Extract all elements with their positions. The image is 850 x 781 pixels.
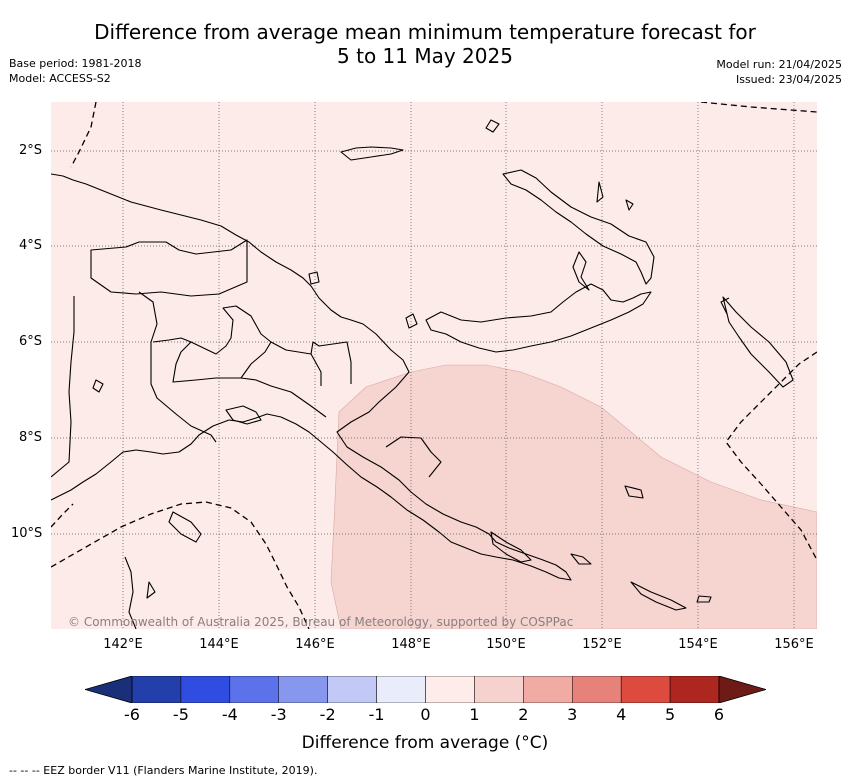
colorbar-cell xyxy=(425,676,475,703)
colorbar-tick-label: 6 xyxy=(713,705,725,724)
colorbar-cell xyxy=(229,676,279,703)
colorbar-cell xyxy=(523,676,573,703)
colorbar-tick-label: 3 xyxy=(567,705,578,724)
model-text: Model: ACCESS-S2 xyxy=(9,72,111,85)
colorbar-tick-label: 2 xyxy=(518,705,529,724)
lat-label-2s: 2°S xyxy=(19,143,43,158)
colorbar-tick-label: -3 xyxy=(270,705,287,724)
map-canvas xyxy=(51,102,817,629)
colorbar-tick-label: 1 xyxy=(469,705,480,724)
issued-text: Issued: 23/04/2025 xyxy=(735,73,842,86)
colorbar-tick-label: 4 xyxy=(616,705,627,724)
colorbar-tick-label: -1 xyxy=(368,705,385,724)
model-run-text: Model run: 21/04/2025 xyxy=(716,58,842,71)
title-line-1: Difference from average mean minimum tem… xyxy=(94,20,756,44)
colorbar-tick-label: -2 xyxy=(319,705,336,724)
lon-label-154e: 154°E xyxy=(678,637,718,652)
colorbar-cell xyxy=(131,676,182,703)
colorbar-tick-label: -6 xyxy=(124,705,140,724)
eez-legend-note: -- -- -- EEZ border V11 (Flanders Marine… xyxy=(9,764,318,777)
colorbar-cell xyxy=(376,676,426,703)
colorbar-tick-label: 0 xyxy=(420,705,431,724)
colorbar-cell xyxy=(474,676,524,703)
graticule xyxy=(51,102,817,629)
lat-label-8s: 8°S xyxy=(19,430,43,445)
colorbar-max-extension xyxy=(718,676,766,703)
coastlines xyxy=(51,119,794,629)
eez-borders xyxy=(51,102,817,629)
colorbar xyxy=(85,676,766,703)
colorbar-cell xyxy=(572,676,622,703)
colorbar-min-extension xyxy=(85,676,133,703)
lat-label-4s: 4°S xyxy=(19,238,43,253)
colorbar-cell xyxy=(327,676,377,703)
lon-label-146e: 146°E xyxy=(295,637,335,652)
colorbar-tick-label: 5 xyxy=(664,705,676,724)
colorbar-cell xyxy=(180,676,231,703)
lon-label-150e: 150°E xyxy=(486,637,526,652)
lon-label-144e: 144°E xyxy=(199,637,239,652)
anomaly-zone xyxy=(330,364,817,629)
base-period-text: Base period: 1981-2018 xyxy=(9,57,142,70)
lat-label-10s: 10°S xyxy=(11,526,43,541)
lat-label-6s: 6°S xyxy=(19,334,43,349)
colorbar-tick-label: -5 xyxy=(172,705,189,724)
meta-right: Model run: 21/04/2025 Issued: 23/04/2025 xyxy=(716,57,842,87)
colorbar-tick-label: -4 xyxy=(221,705,238,724)
copyright-text: © Commonwealth of Australia 2025, Bureau… xyxy=(68,615,574,629)
meta-left: Base period: 1981-2018 Model: ACCESS-S2 xyxy=(9,56,141,86)
map-title: Difference from average mean minimum tem… xyxy=(0,20,850,68)
lon-label-148e: 148°E xyxy=(391,637,431,652)
title-line-2: 5 to 11 May 2025 xyxy=(337,44,513,68)
lon-label-156e: 156°E xyxy=(774,637,814,652)
colorbar-cell xyxy=(620,676,671,703)
lon-label-152e: 152°E xyxy=(582,637,622,652)
lon-label-142e: 142°E xyxy=(103,637,143,652)
map-panel xyxy=(51,102,817,629)
colorbar-label: Difference from average (°C) xyxy=(301,733,549,753)
colorbar-cell xyxy=(669,676,720,703)
colorbar-cell xyxy=(278,676,328,703)
